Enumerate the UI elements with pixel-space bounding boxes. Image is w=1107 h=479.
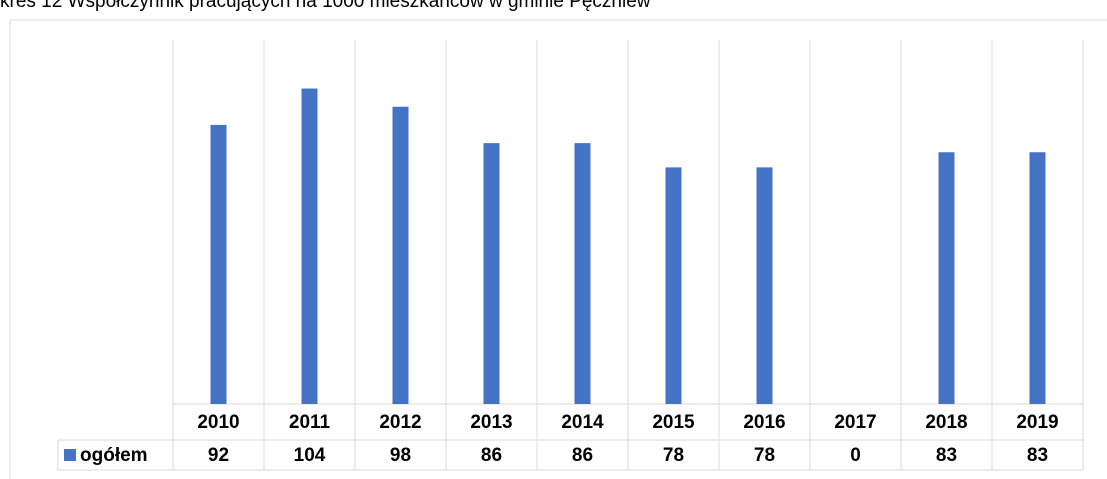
table-value: 86: [481, 445, 502, 466]
table-value: 86: [572, 445, 593, 466]
x-tick-label: 2013: [470, 412, 512, 433]
x-tick-label: 2010: [197, 412, 239, 433]
x-tick-label: 2019: [1016, 412, 1058, 433]
bar: [392, 106, 409, 404]
x-tick-label: 2014: [561, 412, 604, 433]
table-value: 0: [850, 445, 861, 466]
x-tick-label: 2018: [925, 412, 967, 433]
x-tick-label: 2017: [834, 412, 876, 433]
table-value: 83: [936, 445, 957, 466]
bar: [938, 152, 955, 404]
table-value: 104: [294, 445, 326, 466]
bar: [756, 167, 773, 404]
bar: [1029, 152, 1046, 404]
bar: [301, 88, 318, 405]
table-value: 98: [390, 445, 411, 466]
bar: [665, 167, 682, 404]
legend-label: ogółem: [80, 445, 148, 466]
x-tick-label: 2011: [289, 412, 331, 433]
table-value: 78: [754, 445, 775, 466]
chart-title: kres 12 Współczynnik pracujących na 1000…: [0, 0, 651, 12]
table-value: 83: [1027, 445, 1048, 466]
x-tick-label: 2015: [652, 412, 695, 433]
bar: [210, 124, 227, 404]
table-value: 78: [663, 445, 684, 466]
x-tick-label: 2016: [743, 412, 785, 433]
legend-swatch: [64, 449, 76, 461]
bar: [483, 143, 500, 404]
table-value: 92: [208, 445, 229, 466]
bar: [574, 143, 591, 404]
x-tick-label: 2012: [379, 412, 421, 433]
